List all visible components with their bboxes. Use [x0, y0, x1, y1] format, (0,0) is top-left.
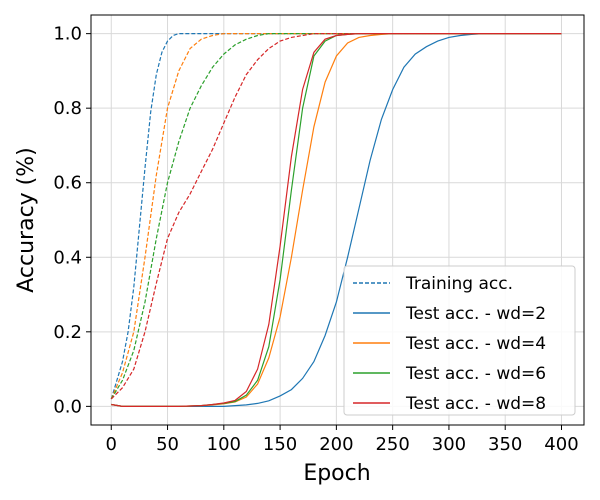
legend: Training acc. Test acc. - wd=2 Test acc. -…	[343, 265, 576, 416]
axis-ticks: 0 50 100 150 200 250 300 350 400 0.0 0.2 0.4 0.6 0.8 1…	[53, 24, 578, 455]
legend-box	[343, 265, 576, 416]
training-acc-line	[110, 32, 562, 400]
x-tick-label: 100	[207, 434, 241, 455]
legend-label: Test acc. - wd=2	[405, 304, 546, 324]
y-tick-label: 0.4	[53, 247, 82, 268]
plot-frame	[90, 14, 585, 426]
y-tick-label: 0.2	[53, 322, 82, 343]
x-axis-title: Epoch	[303, 461, 370, 486]
y-tick-label: 0.0	[53, 396, 82, 417]
x-tick-label: 200	[319, 434, 353, 455]
x-tick-label: 350	[488, 434, 522, 455]
legend-label: Test acc. - wd=6	[405, 364, 546, 384]
x-tick-label: 0	[106, 434, 117, 455]
training-acc-line	[110, 32, 562, 400]
y-tick-label: 0.6	[53, 173, 82, 194]
series-lines	[110, 32, 562, 407]
y-tick-label: 0.8	[53, 98, 82, 119]
legend-label: Training acc.	[405, 274, 513, 294]
x-tick-label: 400	[544, 434, 578, 455]
legend-label: Test acc. - wd=4	[405, 334, 546, 354]
x-tick-label: 300	[432, 434, 466, 455]
x-tick-label: 150	[263, 434, 297, 455]
y-tick-label: 1.0	[53, 24, 82, 45]
test-acc-line	[111, 32, 562, 407]
legend-items: Training acc. Test acc. - wd=2 Test acc. -…	[353, 274, 546, 414]
test-acc-line	[111, 32, 562, 407]
y-axis-title: Accuracy (%)	[14, 147, 39, 293]
grid	[91, 15, 584, 425]
legend-label: Test acc. - wd=8	[405, 394, 546, 414]
x-tick-label: 250	[375, 434, 409, 455]
x-tick-label: 50	[156, 434, 179, 455]
